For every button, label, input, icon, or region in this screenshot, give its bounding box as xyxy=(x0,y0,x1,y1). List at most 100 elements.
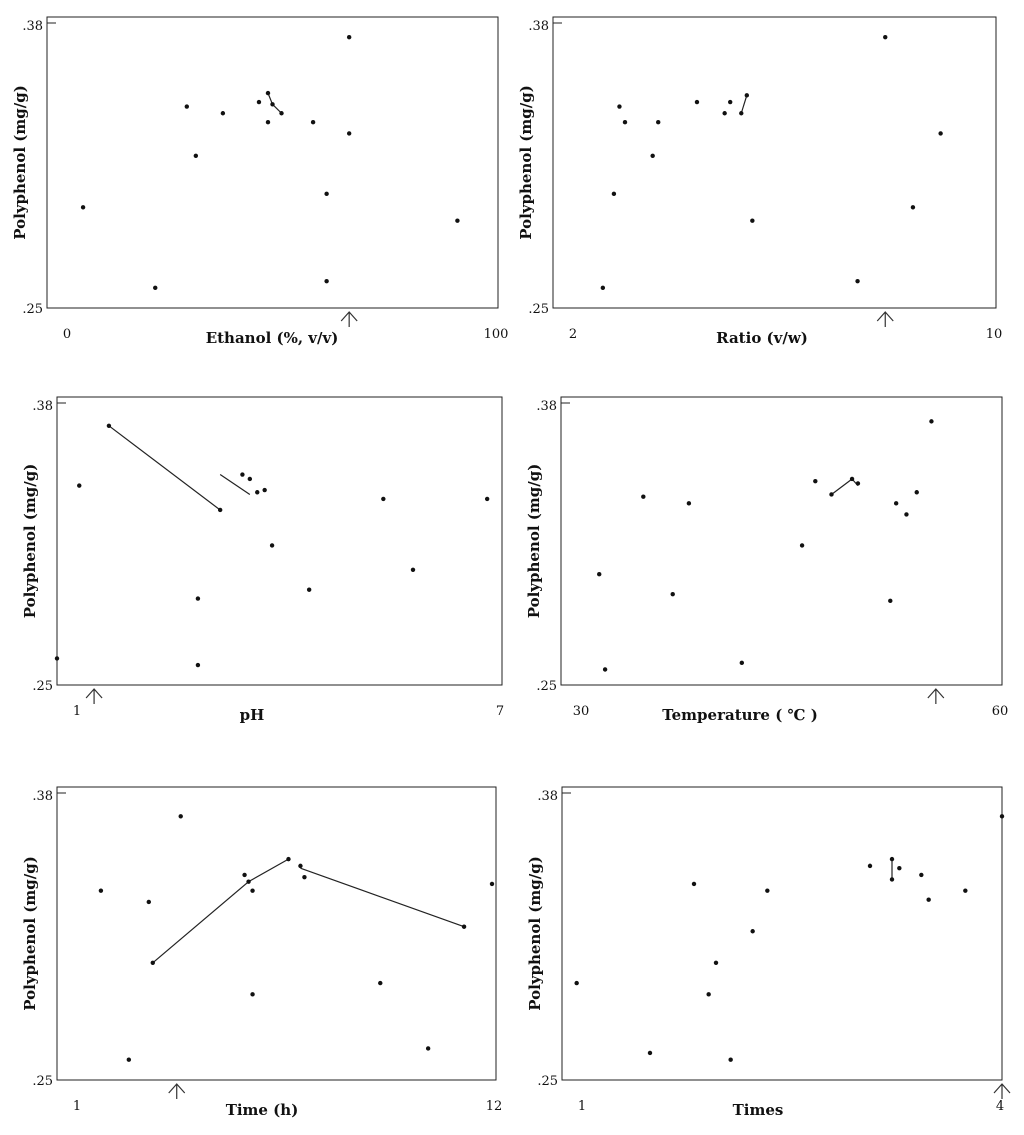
data-point xyxy=(849,476,855,482)
plot-frame xyxy=(560,396,1003,686)
trace-segment xyxy=(300,867,465,928)
data-point xyxy=(242,872,247,878)
x-axis-title: Times xyxy=(733,1101,784,1119)
data-point xyxy=(269,543,275,548)
trace-segment xyxy=(108,425,221,511)
data-point xyxy=(893,501,899,506)
data-point xyxy=(728,99,733,105)
data-point xyxy=(694,99,700,105)
trace-segment xyxy=(219,474,251,495)
data-point xyxy=(744,93,750,98)
data-point xyxy=(193,153,199,158)
data-point xyxy=(298,863,303,869)
x-axis-title: Ethanol (%, v/v) xyxy=(206,329,339,347)
y-tick-label-min: .25 xyxy=(32,679,53,694)
data-point xyxy=(54,656,60,661)
x-axis-title: Temperature ( ℃ ) xyxy=(662,706,818,724)
data-point xyxy=(867,863,873,869)
data-point xyxy=(126,1057,132,1062)
plot-frame xyxy=(561,786,1003,1081)
x-tick-label-max: 100 xyxy=(484,327,509,342)
data-point xyxy=(938,131,943,136)
y-tick-label-max: .38 xyxy=(528,19,549,34)
data-point xyxy=(250,992,255,997)
data-point xyxy=(597,572,602,577)
data-point xyxy=(926,897,931,902)
chart-panel-2: .38 .25 2 10 Ratio (v/w) Polyphenol (mg/g) xyxy=(517,16,1002,347)
y-axis-title: Polyphenol (mg/g) xyxy=(21,856,39,1011)
trace-segment xyxy=(248,858,289,883)
y-axis-title: Polyphenol (mg/g) xyxy=(21,464,39,619)
data-point xyxy=(728,1057,733,1062)
y-tick-label-max: .38 xyxy=(32,789,53,804)
optimum-arrow-icon xyxy=(85,688,103,704)
data-point xyxy=(381,496,386,502)
optimum-arrow-icon xyxy=(340,311,358,327)
data-point xyxy=(270,102,275,107)
y-axis-title: Polyphenol (mg/g) xyxy=(525,464,543,619)
data-point xyxy=(178,814,183,819)
trace-segment xyxy=(740,95,748,114)
x-tick-label-max: 7 xyxy=(496,704,504,719)
data-point xyxy=(647,1050,653,1056)
data-point xyxy=(855,481,861,486)
y-tick-label-min: .25 xyxy=(528,302,549,317)
data-point xyxy=(146,899,151,905)
chart-panel-6: .38 .25 1 4 Times Polyphenol (mg/g) xyxy=(526,786,1011,1119)
data-point xyxy=(461,924,467,929)
optimum-arrow-icon xyxy=(993,1083,1011,1099)
data-point xyxy=(310,120,316,125)
data-point xyxy=(750,218,755,223)
data-point xyxy=(910,205,916,210)
x-tick-label-min: 0 xyxy=(63,327,71,342)
y-tick-label-max: .38 xyxy=(536,399,557,414)
data-point xyxy=(98,888,104,893)
data-point xyxy=(265,90,271,96)
data-point xyxy=(410,567,416,572)
optimum-arrow-icon xyxy=(168,1083,186,1099)
data-point xyxy=(324,278,329,284)
data-point xyxy=(378,980,383,986)
data-point xyxy=(686,501,692,506)
optimum-arrow-icon xyxy=(876,311,894,327)
data-point xyxy=(217,507,223,513)
data-point xyxy=(265,120,271,125)
data-point xyxy=(889,856,895,862)
optimum-arrow-icon xyxy=(927,688,945,704)
data-point xyxy=(302,874,307,880)
data-point xyxy=(150,960,155,965)
data-point xyxy=(713,960,719,965)
x-axis-title: Time (h) xyxy=(226,1101,299,1119)
data-point xyxy=(77,483,82,488)
data-point xyxy=(999,814,1005,819)
data-point xyxy=(722,111,727,116)
x-tick-label-min: 1 xyxy=(73,704,81,719)
data-point xyxy=(889,877,895,882)
data-point xyxy=(813,478,818,484)
plot-frame xyxy=(56,396,503,686)
data-point xyxy=(247,476,253,482)
y-axis-title: Polyphenol (mg/g) xyxy=(526,856,544,1011)
y-tick-label-max: .38 xyxy=(32,399,53,414)
x-axis-title: Ratio (v/w) xyxy=(716,329,808,347)
data-point xyxy=(670,591,675,597)
y-axis-title: Polyphenol (mg/g) xyxy=(517,85,535,240)
data-point xyxy=(256,99,262,105)
data-point xyxy=(346,34,352,40)
data-point xyxy=(246,879,251,884)
data-point xyxy=(914,490,919,495)
plot-frame xyxy=(552,16,997,309)
data-point xyxy=(220,111,226,116)
data-point xyxy=(240,472,245,477)
data-point xyxy=(455,218,460,223)
data-point xyxy=(255,490,260,495)
x-tick-label-min: 1 xyxy=(578,1099,586,1114)
data-point xyxy=(622,120,628,125)
data-point xyxy=(829,492,834,497)
data-point xyxy=(195,662,201,668)
data-point xyxy=(489,881,495,887)
data-point xyxy=(262,487,267,493)
data-point xyxy=(929,419,934,424)
trace-segment xyxy=(152,881,249,964)
